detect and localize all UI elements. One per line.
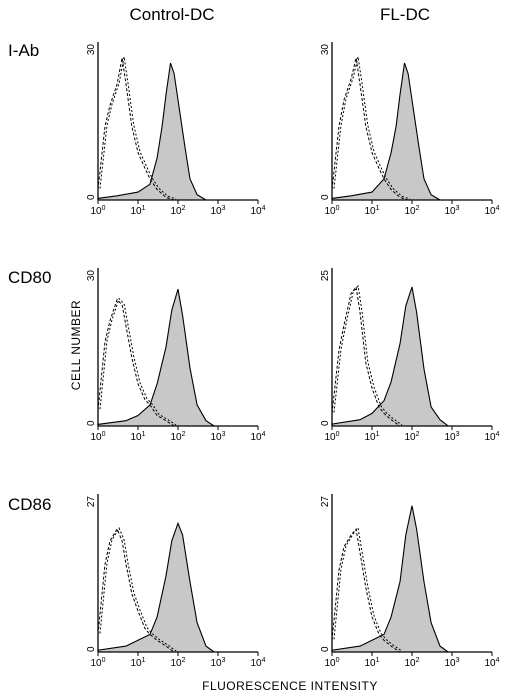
x-tick-label: 100 bbox=[90, 657, 105, 669]
x-tick-label: 101 bbox=[364, 205, 379, 217]
y-max-tick-label: 27 bbox=[86, 496, 97, 508]
column-title-control-dc: Control-DC bbox=[129, 5, 214, 24]
control-histogram-line bbox=[99, 56, 177, 200]
y-max-tick-label: 30 bbox=[320, 44, 331, 56]
x-tick-label: 103 bbox=[210, 431, 225, 443]
x-tick-label: 101 bbox=[364, 431, 379, 443]
x-tick-label: 103 bbox=[210, 657, 225, 669]
x-tick-label: 102 bbox=[404, 431, 419, 443]
row-label-i-ab: I-Ab bbox=[8, 41, 39, 60]
x-tick-label: 102 bbox=[170, 205, 185, 217]
x-tick-label: 101 bbox=[130, 205, 145, 217]
x-tick-label: 103 bbox=[444, 205, 459, 217]
control-histogram-line bbox=[331, 527, 401, 653]
histogram-panel: 27 0 100 101 102 103 104 bbox=[86, 494, 266, 669]
histogram-panel: 30 0 100 101 102 103 104 bbox=[86, 42, 266, 217]
x-tick-label: 102 bbox=[170, 431, 185, 443]
x-tick-label: 100 bbox=[324, 205, 339, 217]
y-max-tick-label: 30 bbox=[86, 270, 97, 282]
x-tick-label: 102 bbox=[170, 657, 185, 669]
control-histogram-line bbox=[333, 284, 403, 426]
x-tick-label: 104 bbox=[250, 205, 265, 217]
control-histogram-line bbox=[331, 285, 401, 427]
x-tick-label: 100 bbox=[90, 205, 105, 217]
row-label-cd80: CD80 bbox=[8, 268, 51, 287]
x-tick-label: 103 bbox=[444, 431, 459, 443]
histogram-panel: 25 0 100 101 102 103 104 bbox=[320, 268, 500, 443]
x-tick-label: 103 bbox=[210, 205, 225, 217]
y-zero-tick-label: 0 bbox=[86, 194, 97, 200]
stained-histogram bbox=[97, 521, 216, 653]
y-zero-tick-label: 0 bbox=[320, 646, 331, 652]
control-histogram-line bbox=[331, 57, 409, 201]
control-histogram-line bbox=[97, 57, 175, 201]
stained-histogram bbox=[331, 62, 442, 201]
x-tick-label: 104 bbox=[484, 431, 499, 443]
x-tick-label: 104 bbox=[484, 205, 499, 217]
y-zero-tick-label: 0 bbox=[86, 420, 97, 426]
control-histogram-line bbox=[99, 527, 177, 652]
stained-histogram bbox=[331, 286, 450, 427]
y-zero-tick-label: 0 bbox=[320, 420, 331, 426]
histogram-panel: 30 0 100 101 102 103 104 bbox=[320, 42, 500, 217]
stained-histogram bbox=[331, 505, 450, 653]
row-label-cd86: CD86 bbox=[8, 495, 51, 514]
x-tick-label: 102 bbox=[404, 657, 419, 669]
y-max-tick-label: 25 bbox=[320, 270, 331, 282]
x-tick-label: 100 bbox=[324, 657, 339, 669]
x-tick-label: 104 bbox=[484, 657, 499, 669]
control-histogram-line bbox=[333, 56, 411, 200]
y-zero-tick-label: 0 bbox=[86, 646, 97, 652]
histogram-panels: 30 0 100 101 102 103 104 30 0 100 101 102 103 104 30 0 1… bbox=[86, 42, 500, 669]
y-axis-title: CELL NUMBER bbox=[69, 300, 83, 390]
x-tick-label: 101 bbox=[130, 657, 145, 669]
x-tick-label: 104 bbox=[250, 431, 265, 443]
x-tick-label: 100 bbox=[324, 431, 339, 443]
control-histogram-line bbox=[97, 298, 175, 427]
stained-histogram bbox=[97, 62, 208, 201]
x-tick-label: 100 bbox=[90, 431, 105, 443]
histogram-panel: 30 0 100 101 102 103 104 bbox=[86, 268, 266, 443]
x-tick-label: 104 bbox=[250, 657, 265, 669]
x-tick-label: 101 bbox=[364, 657, 379, 669]
x-tick-label: 103 bbox=[444, 657, 459, 669]
x-tick-label: 102 bbox=[404, 205, 419, 217]
stained-histogram bbox=[97, 288, 216, 427]
y-max-tick-label: 27 bbox=[320, 496, 331, 508]
x-axis-title: FLUORESCENCE INTENSITY bbox=[202, 679, 378, 693]
histogram-panel: 27 0 100 101 102 103 104 bbox=[320, 494, 500, 669]
y-max-tick-label: 30 bbox=[86, 44, 97, 56]
control-histogram-line bbox=[333, 526, 403, 652]
control-histogram-line bbox=[99, 297, 177, 426]
x-tick-label: 101 bbox=[130, 431, 145, 443]
column-title-fl-dc: FL-DC bbox=[380, 5, 430, 24]
y-zero-tick-label: 0 bbox=[320, 194, 331, 200]
